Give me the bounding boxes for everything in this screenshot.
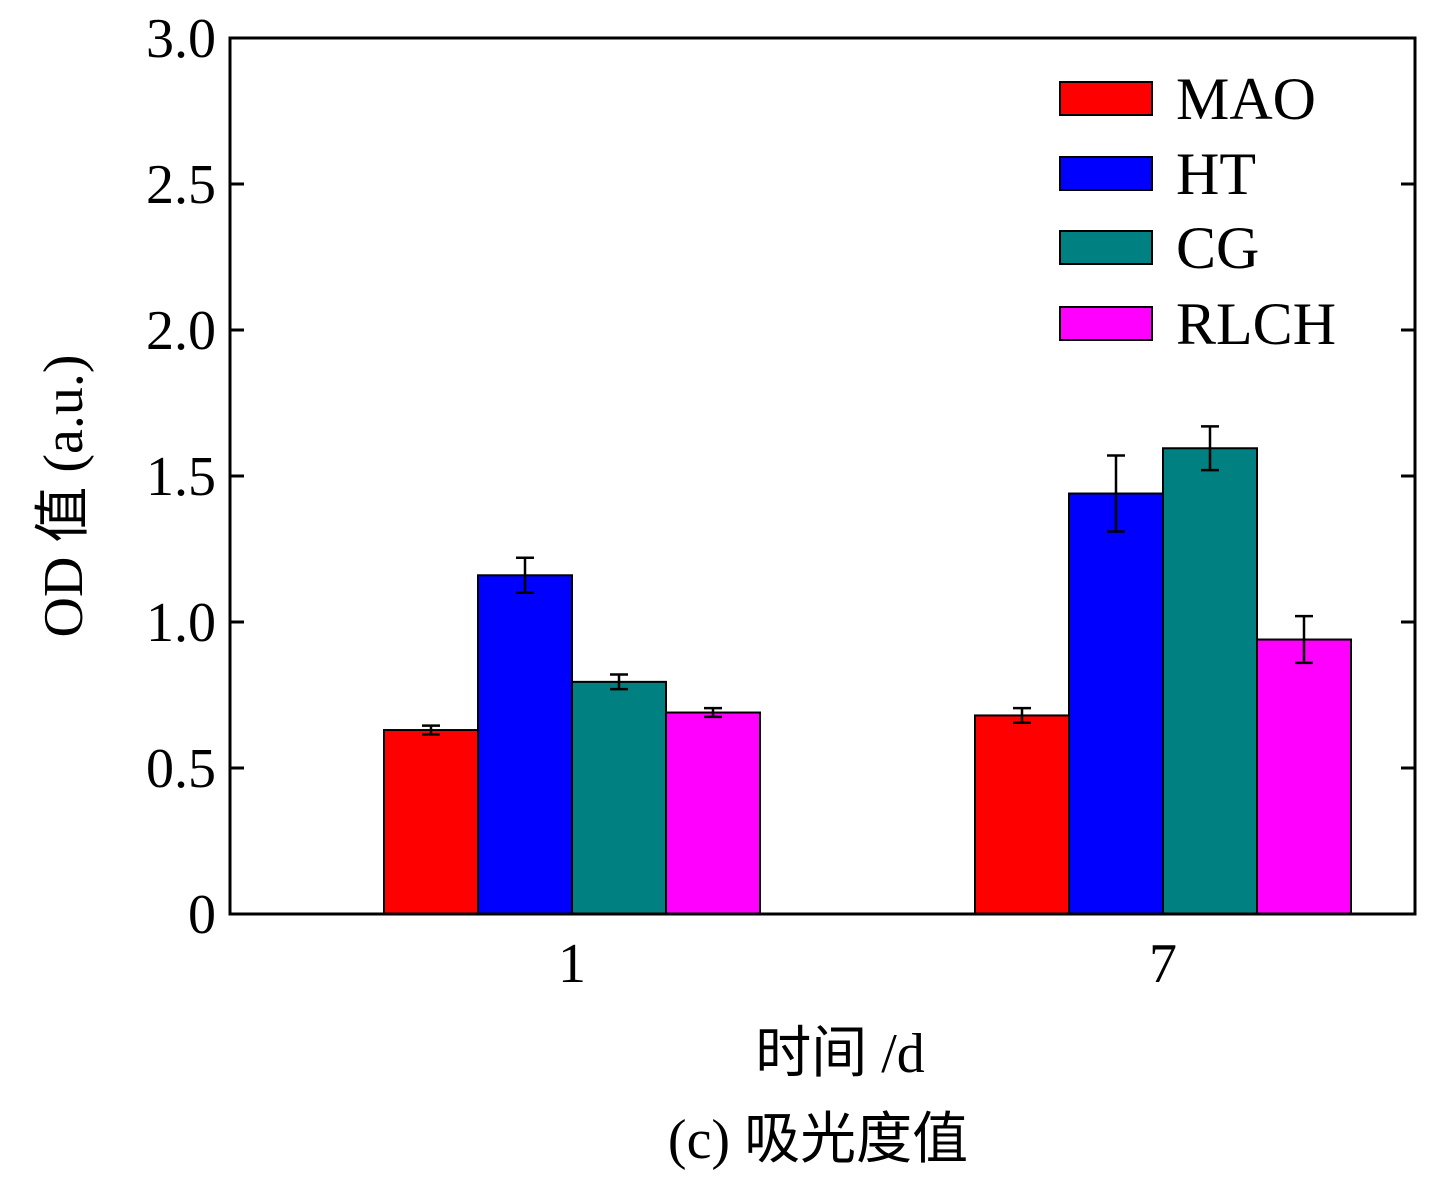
y-tick-label: 0 — [188, 884, 216, 946]
error-bar-ht-7 — [1107, 454, 1125, 533]
error-bar-rlch-7 — [1295, 614, 1313, 665]
error-bar-rlch-1 — [704, 706, 722, 719]
bar-ht-1 — [477, 574, 573, 916]
figure-caption: (c) 吸光度值 — [668, 1109, 968, 1171]
legend-item-mao: MAO — [1059, 66, 1316, 132]
legend-label: MAO — [1176, 66, 1316, 132]
y-tick-label: 1.0 — [146, 592, 216, 654]
x-tick-label: 7 — [1149, 933, 1177, 995]
legend-label: CG — [1176, 215, 1259, 281]
error-bars-layer — [422, 425, 1313, 736]
bar-mao-7 — [974, 714, 1070, 915]
legend-label: RLCH — [1176, 291, 1336, 357]
error-bar-ht-1 — [516, 556, 534, 595]
x-tick-label: 1 — [558, 933, 586, 995]
legend-item-rlch: RLCH — [1059, 291, 1336, 357]
legend-swatch — [1059, 81, 1153, 116]
legend-label: HT — [1176, 141, 1256, 207]
bars-layer — [383, 447, 1352, 916]
error-bar-cg-1 — [610, 673, 628, 691]
bar-cg-7 — [1162, 447, 1258, 915]
bar-cg-1 — [571, 680, 667, 915]
legend-swatch — [1059, 156, 1153, 191]
bar-rlch-7 — [1256, 638, 1352, 916]
bar-ht-7 — [1068, 492, 1164, 915]
error-bar-cg-7 — [1201, 425, 1219, 472]
y-tick-label: 2.0 — [146, 300, 216, 362]
error-bar-mao-1 — [422, 724, 440, 736]
y-axis: 0 0.5 1.0 1.5 2.0 2.5 3.0 — [146, 8, 1415, 946]
x-axis-title: 时间 /d — [755, 1023, 925, 1085]
y-tick-label: 2.5 — [146, 154, 216, 216]
bar-mao-1 — [383, 729, 479, 915]
y-tick-label: 1.5 — [146, 446, 216, 508]
legend-item-ht: HT — [1059, 141, 1256, 207]
legend-item-cg: CG — [1059, 215, 1259, 281]
y-tick-label: 0.5 — [146, 738, 216, 800]
legend: MAO HT CG RLCH — [1059, 66, 1336, 357]
error-bar-mao-7 — [1013, 706, 1031, 724]
y-axis-title: OD 值 (a.u.) — [33, 354, 95, 637]
legend-swatch — [1059, 230, 1153, 265]
bar-rlch-1 — [665, 711, 761, 916]
legend-swatch — [1059, 306, 1153, 341]
y-tick-label: 3.0 — [146, 8, 216, 70]
